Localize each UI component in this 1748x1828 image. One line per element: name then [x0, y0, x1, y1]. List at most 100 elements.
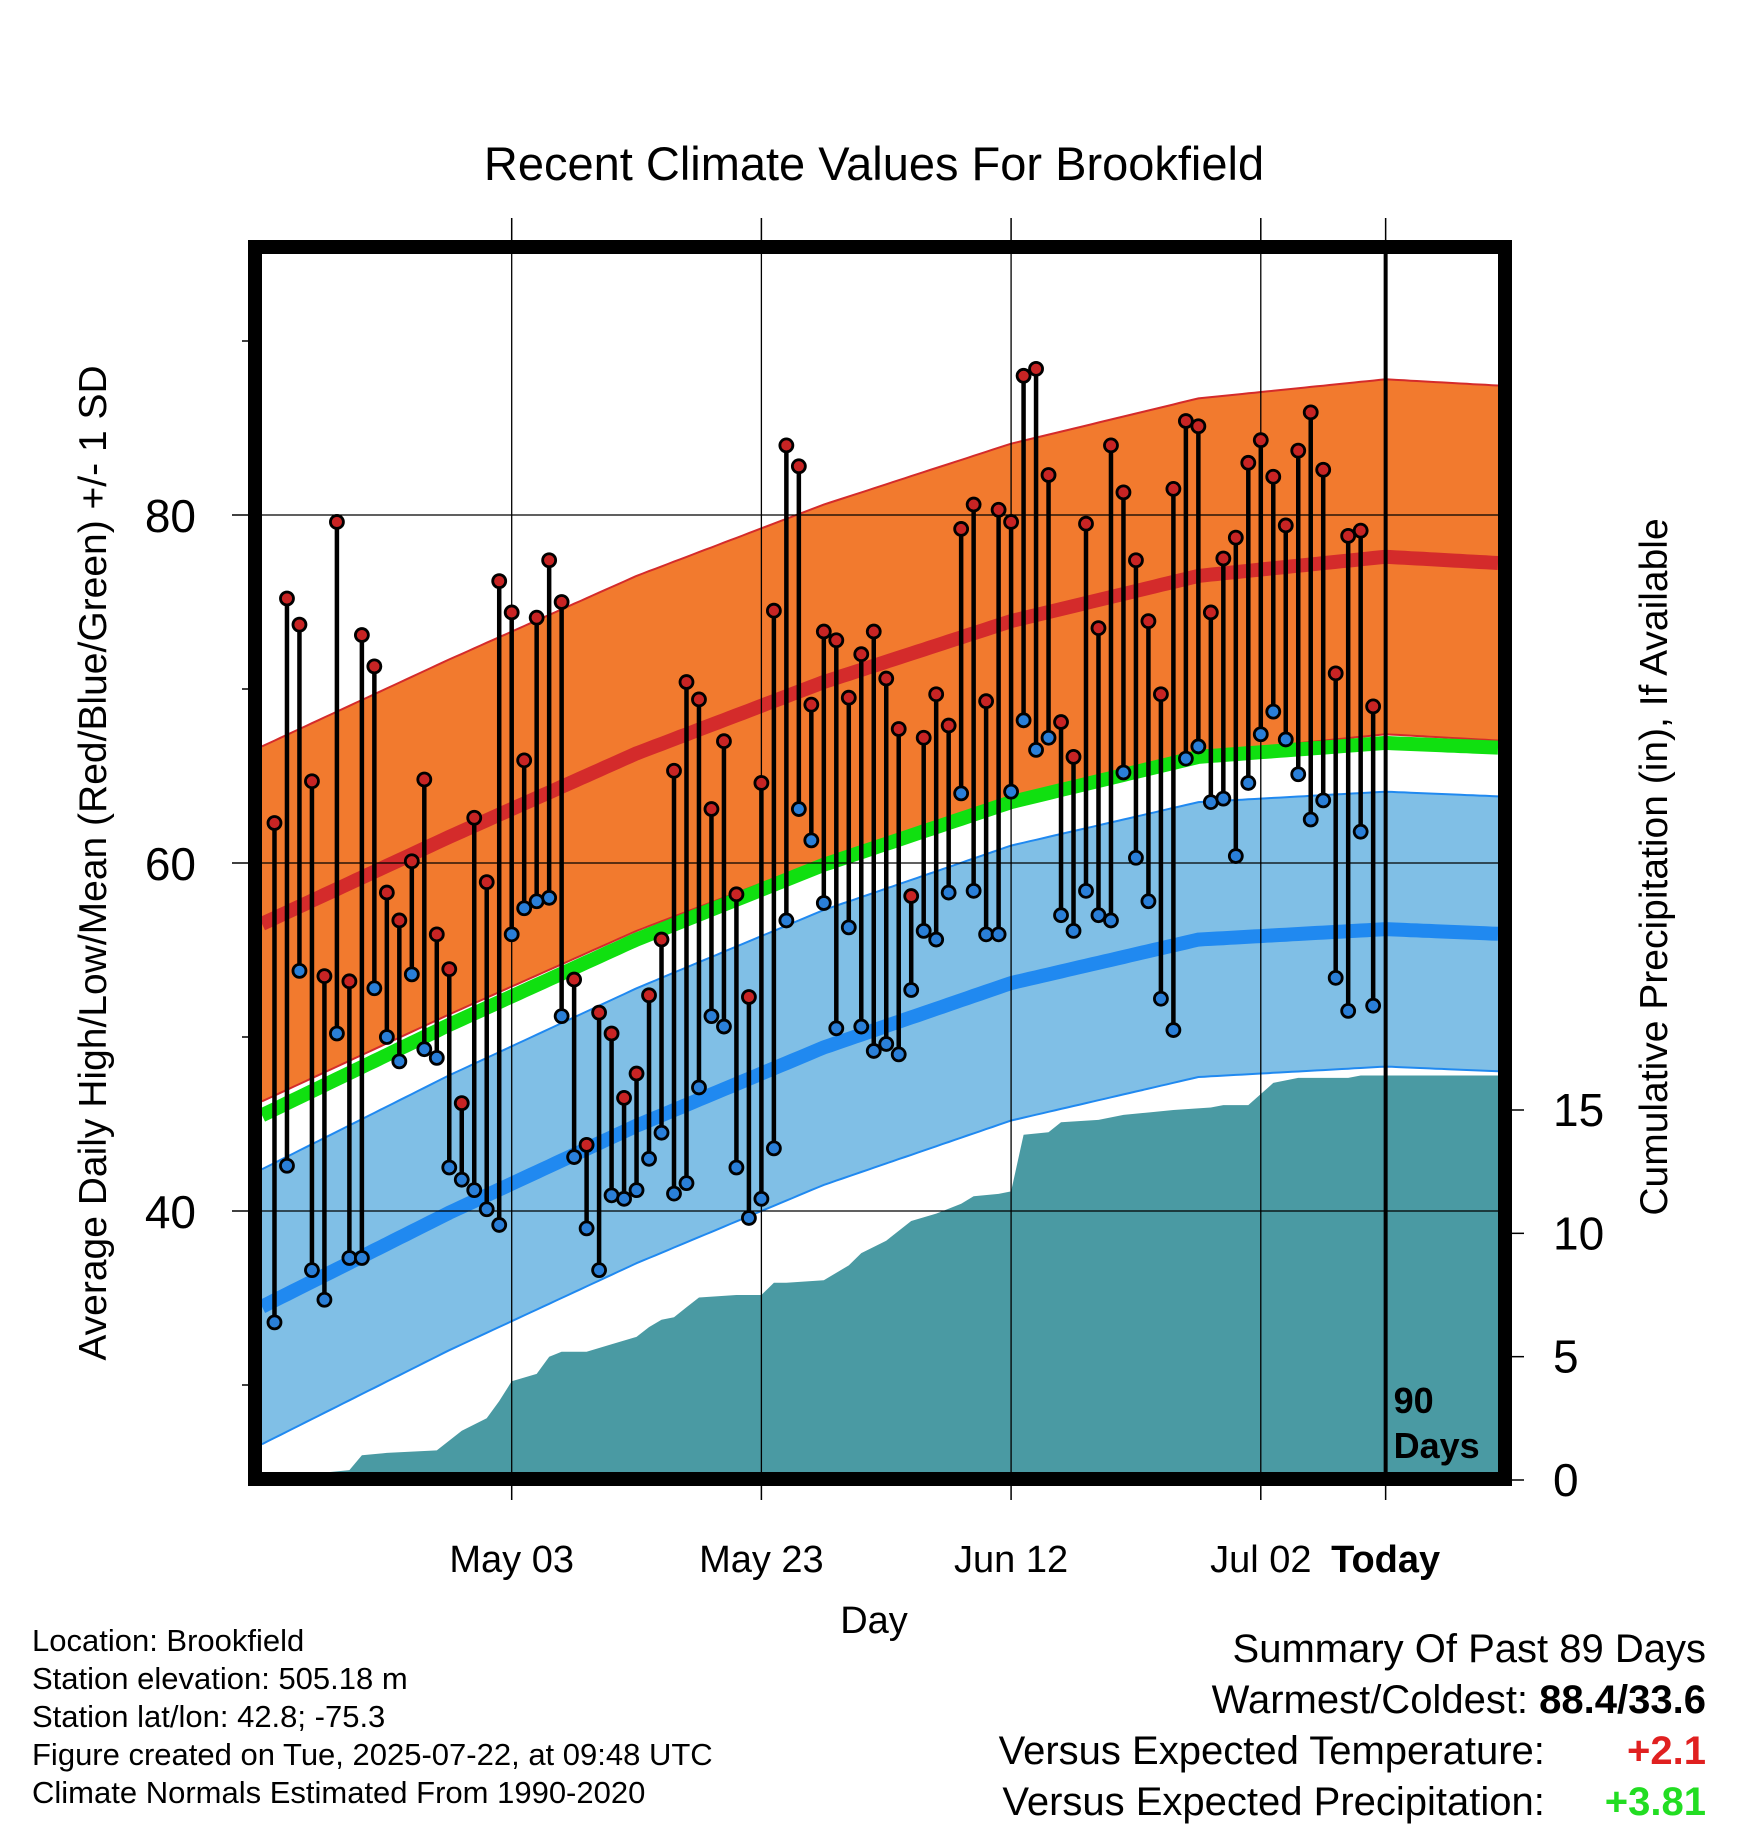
daily-high-point	[578, 1136, 595, 1153]
daily-low-point	[491, 1217, 508, 1233]
daily-high-point	[378, 884, 395, 901]
daily-high-point	[1177, 413, 1194, 429]
daily-low-point	[1315, 792, 1332, 809]
daily-low-point	[1327, 969, 1344, 986]
daily-low-point	[1140, 893, 1157, 910]
daily-low-point	[728, 1159, 745, 1176]
daily-high-point	[329, 514, 345, 530]
daily-high-point	[666, 762, 682, 779]
x-tick-label: May 03	[449, 1539, 574, 1581]
daily-low-point	[1202, 794, 1219, 810]
daily-high-point	[1015, 367, 1032, 384]
daily-low-point	[603, 1187, 620, 1204]
daily-high-point	[1090, 620, 1107, 636]
daily-high-point	[1202, 604, 1219, 621]
daily-low-point	[691, 1079, 707, 1096]
daily-high-point	[266, 815, 283, 831]
daily-high-point	[915, 729, 932, 746]
daily-high-point	[1227, 529, 1244, 546]
daily-high-point	[1327, 665, 1344, 682]
daily-high-point	[1028, 360, 1044, 377]
daily-high-point	[928, 686, 945, 703]
summary-panel: Summary Of Past 89 Days Warmest/Coldest:…	[999, 1624, 1706, 1828]
precip-departure-value: +3.81	[1604, 1780, 1706, 1824]
daily-high-point	[1265, 468, 1282, 485]
daily-low-point	[765, 1140, 782, 1157]
station-info: Location: Brookfield Station elevation: …	[32, 1622, 713, 1812]
daily-low-point	[416, 1041, 433, 1058]
daily-low-point	[678, 1175, 695, 1192]
daily-high-point	[653, 931, 670, 948]
daily-low-point	[279, 1157, 295, 1174]
daily-high-point	[953, 521, 970, 537]
daily-low-point	[503, 926, 520, 943]
daily-low-point	[553, 1008, 570, 1025]
daily-low-point	[928, 931, 945, 948]
low-sd-band	[262, 791, 1498, 1445]
daily-high-point	[1240, 454, 1257, 471]
normals-text: Climate Normals Estimated From 1990-2020	[32, 1775, 646, 1810]
daily-high-point	[778, 437, 795, 454]
daily-low-point	[566, 1149, 583, 1165]
elevation-text: Station elevation: 505.18 m	[32, 1661, 408, 1696]
daily-low-point	[1302, 811, 1319, 828]
location-text: Location: Brookfield	[32, 1623, 305, 1658]
daily-low-point	[316, 1291, 333, 1308]
daily-low-point	[391, 1053, 408, 1070]
chart-title: Recent Climate Values For Brookfield	[484, 137, 1264, 190]
y-tick-label: 80	[145, 490, 196, 542]
daily-high-point	[403, 853, 420, 870]
daily-high-point	[1165, 480, 1182, 497]
daily-high-point	[1128, 552, 1144, 569]
mean-low-line	[262, 922, 1498, 1313]
daily-low-point	[1090, 907, 1107, 924]
daily-high-point	[603, 1025, 620, 1042]
daily-low-point	[1028, 742, 1044, 758]
daily-low-point	[978, 926, 995, 943]
low-band-upper-edge	[262, 790, 1498, 1171]
daily-high-point	[1340, 527, 1357, 544]
daily-low-point	[366, 980, 383, 997]
daily-low-point	[1177, 750, 1194, 767]
daily-low-point	[1153, 990, 1169, 1007]
daily-low-point	[716, 1018, 732, 1035]
temp-departure-row: Versus Expected Temperature: +2.1	[999, 1726, 1706, 1777]
x-tick-label: Today	[1331, 1539, 1440, 1581]
daily-low-point	[753, 1190, 770, 1207]
daily-high-point	[865, 623, 882, 640]
daily-low-point	[541, 889, 558, 906]
summary-title: Summary Of Past 89 Days	[1232, 1627, 1706, 1671]
daily-low-point	[1215, 790, 1232, 807]
daily-high-point	[541, 552, 558, 569]
daily-low-point	[1277, 731, 1294, 748]
x-tick-label: Jul 02	[1210, 1539, 1311, 1581]
daily-high-point	[566, 971, 583, 988]
y2-axis-label: Cumulative Precipitation (in), If Availa…	[1633, 518, 1676, 1215]
daily-high-point	[741, 989, 757, 1005]
daily-high-point	[366, 658, 383, 675]
daily-high-point	[1190, 418, 1207, 435]
daily-low-point	[516, 900, 533, 917]
daily-high-point	[815, 623, 832, 640]
daily-high-point	[503, 604, 520, 621]
latlon-text: Station lat/lon: 42.8; -75.3	[32, 1699, 386, 1734]
daily-low-point	[1227, 848, 1244, 864]
today-label-unit: Days	[1394, 1425, 1480, 1466]
y-tick-label: 60	[145, 838, 196, 890]
daily-high-point	[978, 693, 995, 710]
daily-low-point	[853, 1018, 870, 1035]
daily-low-point	[453, 1171, 470, 1188]
daily-high-point	[391, 912, 408, 929]
daily-low-point	[1053, 907, 1069, 924]
daily-low-point	[428, 1049, 445, 1066]
daily-low-point	[1115, 764, 1132, 781]
daily-high-point	[691, 691, 707, 708]
daily-low-point	[528, 893, 545, 910]
daily-low-point	[353, 1250, 370, 1266]
precip-departure-label: Versus Expected Precipitation:	[1002, 1780, 1545, 1824]
daily-low-point	[653, 1124, 670, 1141]
high-band-upper-edge	[262, 378, 1498, 748]
daily-high-point	[491, 573, 508, 590]
daily-high-point	[703, 801, 720, 817]
daily-low-point	[890, 1046, 907, 1063]
